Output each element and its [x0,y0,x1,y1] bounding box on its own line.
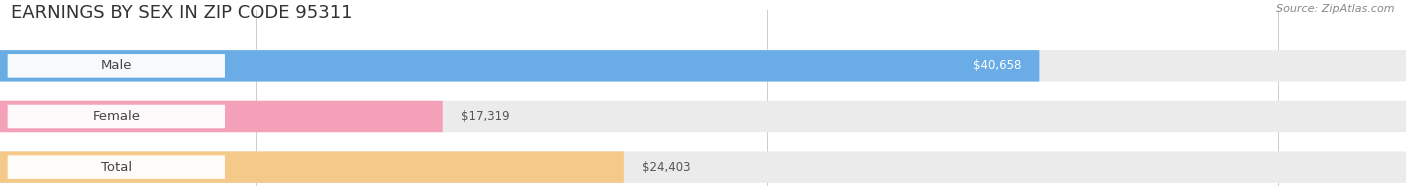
Text: $17,319: $17,319 [461,110,509,123]
Text: $40,658: $40,658 [973,59,1022,72]
FancyBboxPatch shape [7,54,225,78]
FancyBboxPatch shape [0,101,443,132]
FancyBboxPatch shape [0,50,1406,82]
FancyBboxPatch shape [0,50,1039,82]
Text: Total: Total [101,161,132,174]
FancyBboxPatch shape [0,101,1406,132]
Text: $24,403: $24,403 [641,161,690,174]
FancyBboxPatch shape [7,105,225,128]
FancyBboxPatch shape [0,152,624,183]
Text: Male: Male [101,59,132,72]
FancyBboxPatch shape [0,152,1406,183]
Text: Source: ZipAtlas.com: Source: ZipAtlas.com [1277,4,1395,14]
FancyBboxPatch shape [7,155,225,179]
Text: Female: Female [93,110,141,123]
Text: EARNINGS BY SEX IN ZIP CODE 95311: EARNINGS BY SEX IN ZIP CODE 95311 [11,4,353,22]
